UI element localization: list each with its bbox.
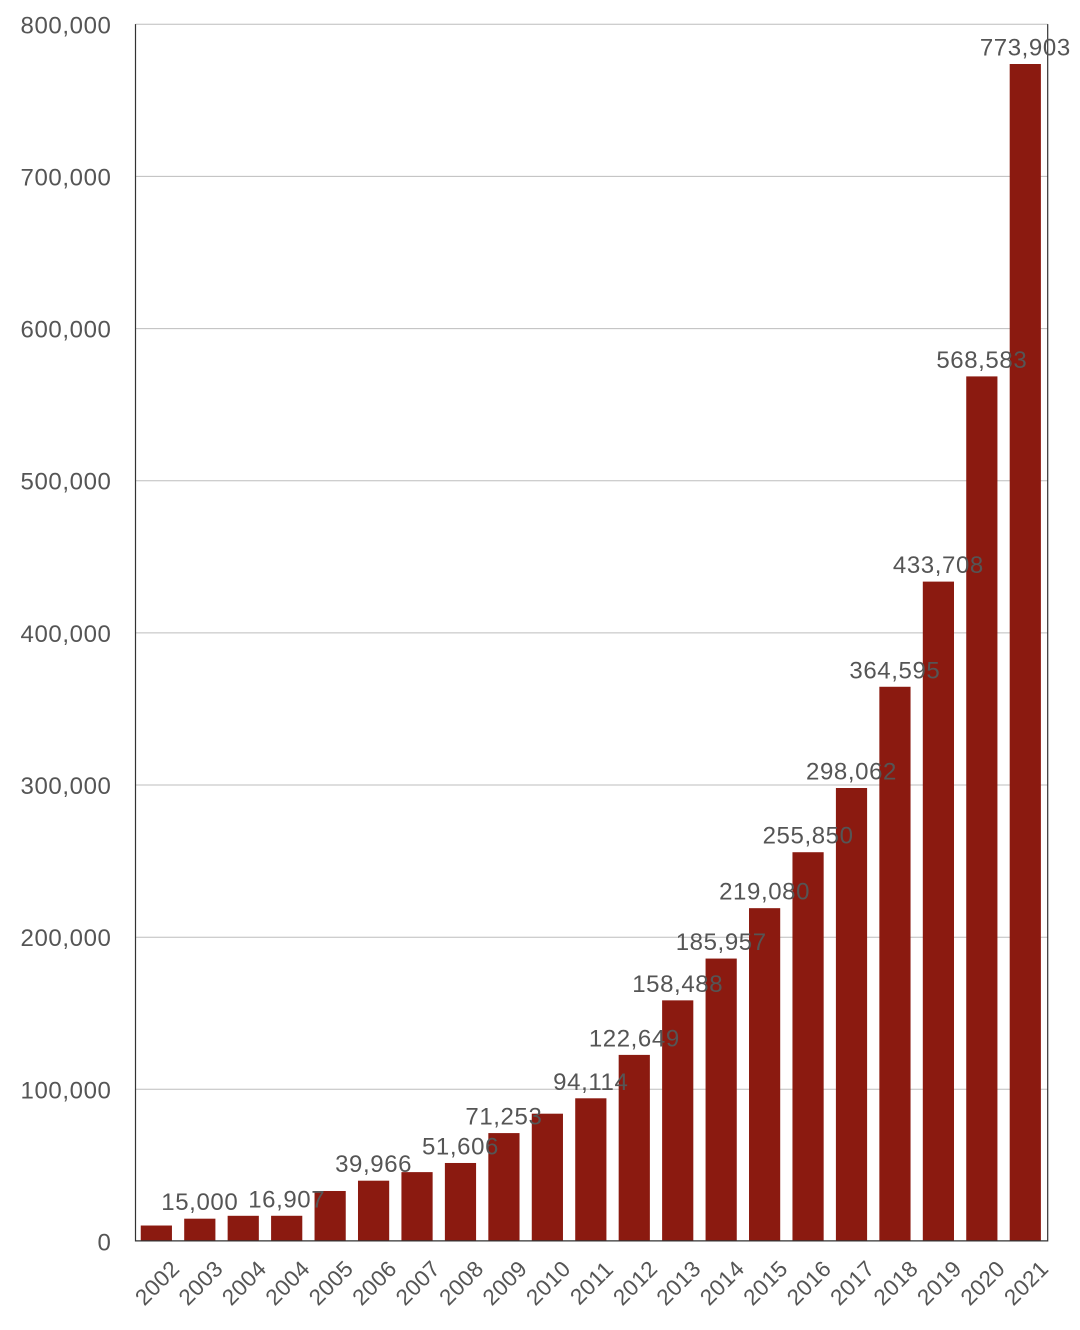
svg-text:433,708: 433,708 (893, 552, 984, 579)
svg-text:122,649: 122,649 (589, 1025, 680, 1052)
svg-text:700,000: 700,000 (21, 164, 112, 191)
svg-text:39,966: 39,966 (335, 1151, 412, 1178)
svg-text:219,080: 219,080 (719, 879, 810, 906)
svg-text:15,000: 15,000 (161, 1189, 238, 1216)
svg-text:600,000: 600,000 (21, 317, 112, 344)
svg-text:400,000: 400,000 (21, 621, 112, 648)
svg-text:800,000: 800,000 (21, 12, 112, 39)
svg-text:500,000: 500,000 (21, 469, 112, 496)
svg-text:158,488: 158,488 (632, 971, 723, 998)
svg-text:94,114: 94,114 (553, 1069, 628, 1096)
svg-text:300,000: 300,000 (21, 773, 112, 800)
svg-text:200,000: 200,000 (21, 925, 112, 952)
svg-text:51,606: 51,606 (422, 1134, 499, 1161)
svg-text:568,583: 568,583 (936, 347, 1027, 374)
svg-text:0: 0 (98, 1230, 112, 1257)
svg-text:100,000: 100,000 (21, 1077, 112, 1104)
svg-text:298,062: 298,062 (806, 759, 897, 786)
svg-text:71,253: 71,253 (465, 1104, 542, 1131)
svg-text:16,907: 16,907 (248, 1186, 325, 1213)
svg-text:255,850: 255,850 (763, 823, 854, 850)
svg-text:364,595: 364,595 (849, 657, 940, 684)
svg-text:773,903: 773,903 (980, 35, 1071, 62)
svg-text:185,957: 185,957 (676, 929, 767, 956)
